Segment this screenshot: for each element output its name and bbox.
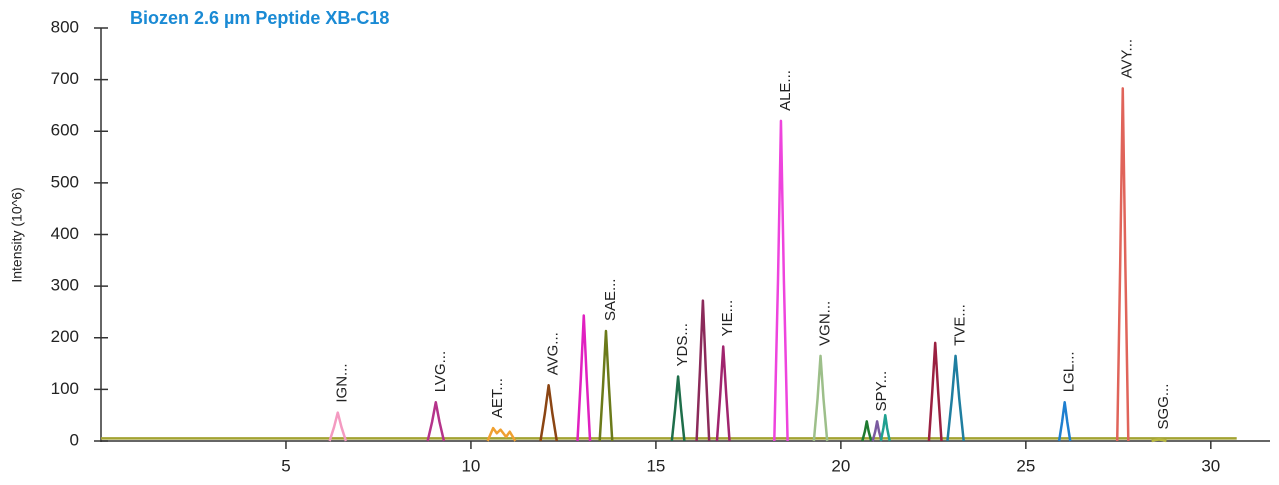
x-tick-label: 10: [461, 456, 480, 475]
y-tick-label: 400: [51, 224, 79, 243]
y-tick-label: 700: [51, 69, 79, 88]
y-tick-label: 0: [70, 430, 79, 449]
y-tick-label: 800: [51, 17, 79, 36]
peak-label: LVG...: [432, 351, 449, 392]
y-tick-label: 200: [51, 327, 79, 346]
peak-line: [426, 401, 446, 442]
peak-label: AVG...: [545, 332, 562, 375]
peak-line: [598, 329, 614, 442]
peak-line: [695, 299, 711, 442]
peak-line: [773, 119, 789, 442]
peak-line: [946, 354, 965, 442]
peak-label: ALE...: [777, 70, 794, 111]
peak-line: [871, 420, 883, 442]
peak-label: SPY...: [873, 371, 890, 412]
y-tick-label: 300: [51, 276, 79, 295]
x-tick-label: 15: [646, 456, 665, 475]
peak-line: [486, 426, 517, 442]
peak-line: [1151, 438, 1167, 443]
x-tick-label: 30: [1201, 456, 1220, 475]
peak-label: SGG...: [1155, 384, 1172, 430]
peak-label: AVY...: [1119, 39, 1136, 78]
peak-line: [927, 341, 943, 442]
x-tick-label: 5: [281, 456, 290, 475]
peak-label: VGN...: [816, 301, 833, 346]
peak-label: LGL...: [1061, 351, 1078, 392]
peak-label: YDS...: [674, 323, 691, 366]
y-tick-label: 500: [51, 172, 79, 191]
peak-label: YIE...: [719, 300, 736, 337]
peak-line: [861, 420, 873, 442]
peak-line: [1057, 401, 1072, 442]
y-tick-label: 100: [51, 379, 79, 398]
y-tick-label: 600: [51, 121, 79, 140]
peak-line: [576, 314, 592, 442]
peak-line: [715, 345, 731, 442]
peak-line: [1115, 87, 1130, 442]
peak-line: [879, 413, 891, 442]
x-tick-label: 20: [831, 456, 850, 475]
x-tick-label: 25: [1016, 456, 1035, 475]
peak-label: IGN...: [334, 363, 351, 402]
peak-line: [670, 375, 686, 442]
peak-line: [539, 383, 558, 442]
peak-label: SAE...: [602, 279, 619, 322]
peak-label: TVE...: [952, 304, 969, 346]
peak-line: [328, 411, 348, 442]
peak-label: AET...: [489, 378, 506, 418]
y-axis-label: Intensity (10^6): [9, 187, 25, 282]
chart-title: Biozen 2.6 µm Peptide XB-C18: [130, 8, 389, 28]
peak-line: [812, 354, 829, 442]
